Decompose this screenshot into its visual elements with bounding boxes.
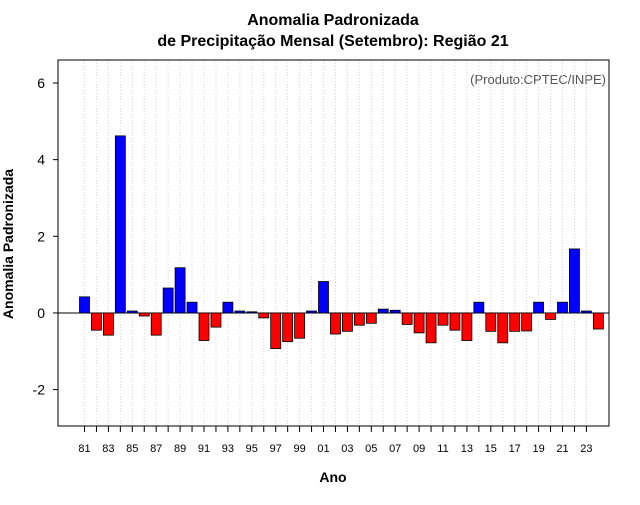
- bar-00: [306, 310, 317, 314]
- x-tick-label: 97: [270, 443, 282, 455]
- bar-19: [533, 301, 544, 314]
- bar-85: [126, 310, 138, 314]
- x-tick-label: 89: [174, 443, 186, 455]
- bar-93: [222, 301, 234, 314]
- bar-16: [497, 312, 509, 344]
- y-ticks: -2 0 2 4 6: [33, 75, 58, 398]
- x-tick-label: 85: [126, 443, 138, 455]
- x-tick-label: 95: [246, 443, 258, 455]
- x-tick-label: 23: [580, 443, 592, 455]
- bar-86: [138, 312, 150, 317]
- bar-14: [473, 301, 485, 314]
- y-tick-label: 0: [37, 305, 45, 321]
- bar-96: [258, 312, 270, 319]
- plot-frame: [57, 59, 610, 427]
- bar-undefined: [592, 312, 604, 330]
- bar-01: [318, 281, 329, 314]
- bar-91: [198, 312, 210, 341]
- grid: [84, 60, 587, 426]
- x-tick-label: 99: [293, 443, 305, 455]
- x-tick-label: 05: [365, 443, 377, 455]
- bar-10: [425, 312, 437, 344]
- x-tick-label: 03: [341, 443, 353, 455]
- x-axis-label: Ano: [319, 469, 346, 485]
- bar-83: [103, 312, 114, 336]
- bar-13: [461, 312, 473, 341]
- y-tick-label: 4: [37, 152, 45, 168]
- y-axis-label: Anomalia Padronizada: [0, 169, 16, 319]
- x-tick-label: 19: [532, 443, 544, 455]
- bar-20: [545, 312, 556, 320]
- bar-89: [174, 267, 186, 314]
- bar-88: [162, 287, 174, 314]
- x-ticks: 81 83 85 87 89 91 93 95 97 99 01 03 05 07 09 11 13 15 17 19…: [78, 426, 593, 455]
- bar-17: [509, 312, 521, 332]
- bar-84: [114, 135, 126, 314]
- bar-95: [246, 311, 258, 314]
- bar-02: [330, 312, 341, 335]
- x-tick-label: 13: [461, 443, 473, 455]
- y-tick-label: 2: [37, 228, 45, 244]
- bar-11: [437, 312, 449, 326]
- x-tick-label: 83: [102, 443, 114, 455]
- x-tick-label: 81: [78, 443, 90, 455]
- bar-90: [186, 301, 198, 314]
- bar-87: [150, 312, 162, 336]
- bar-09: [413, 312, 425, 334]
- chart-title-line2: de Precipitação Mensal (Setembro): Regiã…: [157, 33, 508, 50]
- x-tick-label: 17: [509, 443, 521, 455]
- x-tick-label: 09: [413, 443, 425, 455]
- bar-82: [91, 312, 102, 331]
- bar-15: [485, 312, 497, 332]
- bar-12: [449, 312, 461, 331]
- bar-99: [294, 312, 306, 339]
- y-tick-label: 6: [37, 75, 45, 91]
- bar-98: [282, 312, 294, 343]
- bar-08: [401, 312, 413, 325]
- bar-81: [79, 296, 90, 314]
- bar-92: [210, 312, 222, 328]
- bar-22: [569, 248, 580, 314]
- bar-97: [270, 312, 282, 349]
- bar-23: [581, 310, 592, 314]
- bar-04: [353, 312, 365, 326]
- y-tick-label: -2: [33, 382, 46, 398]
- x-tick-label: 01: [317, 443, 329, 455]
- bar-03: [341, 312, 353, 332]
- x-tick-label: 07: [389, 443, 401, 455]
- chart-annotation: (Produto:CPTEC/INPE): [470, 72, 606, 87]
- bar-18: [521, 312, 533, 332]
- x-tick-label: 21: [556, 443, 568, 455]
- x-tick-label: 93: [222, 443, 234, 455]
- bar-05: [365, 312, 377, 324]
- chart-title-line1: Anomalia Padronizada: [247, 12, 419, 29]
- bar-07: [389, 309, 401, 314]
- bar-06: [377, 308, 389, 314]
- bars: [79, 135, 604, 349]
- bar-94: [234, 310, 246, 314]
- x-tick-label: 87: [150, 443, 162, 455]
- x-tick-label: 91: [198, 443, 210, 455]
- bar-21: [557, 301, 568, 314]
- x-tick-label: 15: [485, 443, 497, 455]
- x-tick-label: 11: [437, 443, 448, 455]
